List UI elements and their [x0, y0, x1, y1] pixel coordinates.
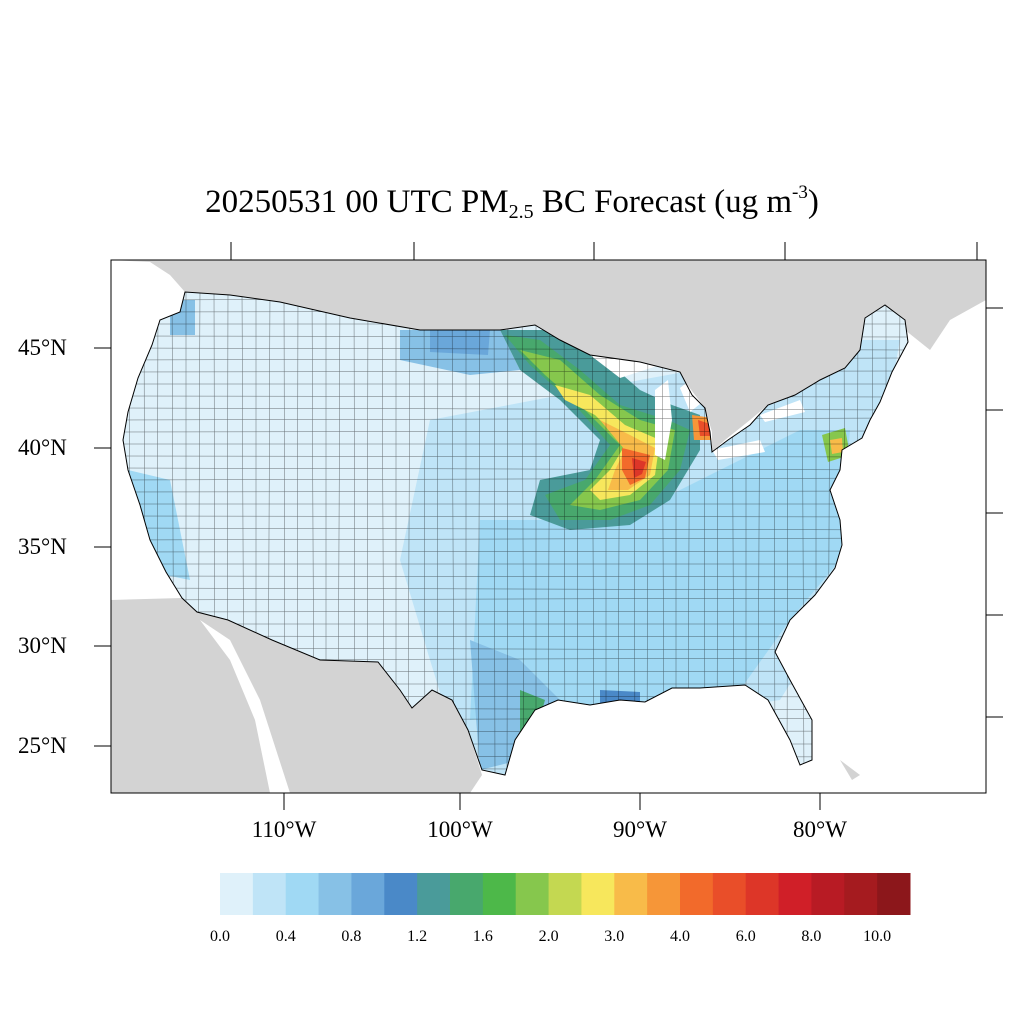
lat-label-40: 40°N — [18, 435, 67, 460]
colorbar-swatch — [220, 873, 254, 915]
lon-label-100: 100°W — [427, 817, 493, 842]
colorbar-swatch — [877, 873, 911, 915]
lat-label-30: 30°N — [18, 633, 67, 658]
mexico-land — [111, 598, 482, 793]
map-title: 20250531 00 UTC PM2.5 BC Forecast (ug m-… — [205, 182, 819, 223]
colorbar-swatch — [252, 873, 287, 915]
lon-label-90: 90°W — [613, 817, 667, 842]
colorbar-swatch — [844, 873, 878, 915]
colorbar-tick-label: 1.6 — [472, 928, 493, 945]
colorbar-swatch — [417, 873, 451, 915]
canada-land — [111, 260, 986, 452]
lon-label-110: 110°W — [251, 817, 317, 842]
colorbar-tick-label: 8.0 — [801, 928, 822, 945]
colorbar-swatch — [450, 873, 484, 915]
colorbar-swatch — [318, 873, 352, 915]
colorbar-swatch — [384, 873, 418, 915]
colorbar-swatch — [647, 873, 681, 915]
colorbar-swatch — [778, 873, 812, 915]
map-frame — [110, 259, 987, 794]
colorbar-swatch — [285, 873, 320, 915]
colorbar-swatch — [581, 873, 615, 915]
colorbar-tick-label: 0.4 — [275, 928, 296, 945]
lon-label-80: 80°W — [793, 817, 847, 842]
colorbar-swatch — [515, 873, 550, 915]
colorbar-swatch — [614, 873, 648, 915]
colorbar — [220, 873, 911, 915]
colorbar-tick-label: 10.0 — [863, 928, 892, 945]
colorbar-tick-label: 0.8 — [341, 928, 362, 945]
lat-label-45: 45°N — [18, 335, 67, 360]
colorbar-swatch — [712, 873, 747, 915]
colorbar-tick-label: 3.0 — [604, 928, 625, 945]
colorbar-tick-label: 1.2 — [407, 928, 428, 945]
colorbar-swatch — [811, 873, 845, 915]
colorbar-swatch — [548, 873, 582, 915]
lat-label-35: 35°N — [18, 534, 67, 559]
colorbar-swatch — [745, 873, 780, 915]
lat-label-25: 25°N — [18, 733, 67, 758]
colorbar-swatch — [482, 873, 517, 915]
colorbar-swatch — [680, 873, 714, 915]
colorbar-swatch — [351, 873, 385, 915]
colorbar-tick-label: 2.0 — [538, 928, 559, 945]
colorbar-tick-label: 4.0 — [670, 928, 690, 945]
colorbar-tick-label: 0.0 — [210, 928, 230, 945]
colorbar-tick-label: 6.0 — [735, 928, 756, 945]
us-outline — [122, 291, 909, 776]
